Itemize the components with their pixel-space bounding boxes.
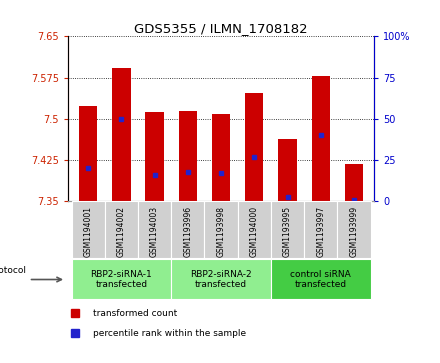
- Bar: [271, 201, 304, 258]
- Text: protocol: protocol: [0, 266, 26, 275]
- Text: GSM1193998: GSM1193998: [216, 206, 226, 257]
- Bar: [171, 201, 205, 258]
- Text: percentile rank within the sample: percentile rank within the sample: [93, 329, 246, 338]
- Text: transformed count: transformed count: [93, 309, 178, 318]
- Bar: [205, 201, 238, 258]
- Title: GDS5355 / ILMN_1708182: GDS5355 / ILMN_1708182: [134, 22, 308, 35]
- Text: GSM1193996: GSM1193996: [183, 206, 192, 257]
- Text: GSM1194002: GSM1194002: [117, 206, 126, 257]
- Bar: [179, 111, 197, 201]
- Text: GSM1194001: GSM1194001: [84, 206, 93, 257]
- Bar: [304, 201, 337, 258]
- Text: GSM1193997: GSM1193997: [316, 206, 325, 257]
- Text: RBP2-siRNA-1
transfected: RBP2-siRNA-1 transfected: [91, 270, 152, 289]
- Text: control siRNA
transfected: control siRNA transfected: [290, 270, 351, 289]
- Bar: [112, 68, 131, 201]
- Text: GSM1193999: GSM1193999: [349, 206, 359, 257]
- Bar: [238, 201, 271, 258]
- Text: GSM1193995: GSM1193995: [283, 206, 292, 257]
- Bar: [345, 164, 363, 201]
- Bar: [212, 114, 230, 201]
- Bar: [279, 139, 297, 201]
- Bar: [171, 259, 271, 299]
- Text: GSM1194000: GSM1194000: [250, 206, 259, 257]
- Bar: [72, 201, 105, 258]
- Bar: [138, 201, 171, 258]
- Bar: [245, 93, 264, 201]
- Text: GSM1194003: GSM1194003: [150, 206, 159, 257]
- Bar: [105, 201, 138, 258]
- Bar: [312, 76, 330, 201]
- Bar: [72, 259, 171, 299]
- Bar: [79, 106, 97, 201]
- Bar: [337, 201, 370, 258]
- Text: RBP2-siRNA-2
transfected: RBP2-siRNA-2 transfected: [190, 270, 252, 289]
- Bar: [146, 112, 164, 201]
- Bar: [271, 259, 370, 299]
